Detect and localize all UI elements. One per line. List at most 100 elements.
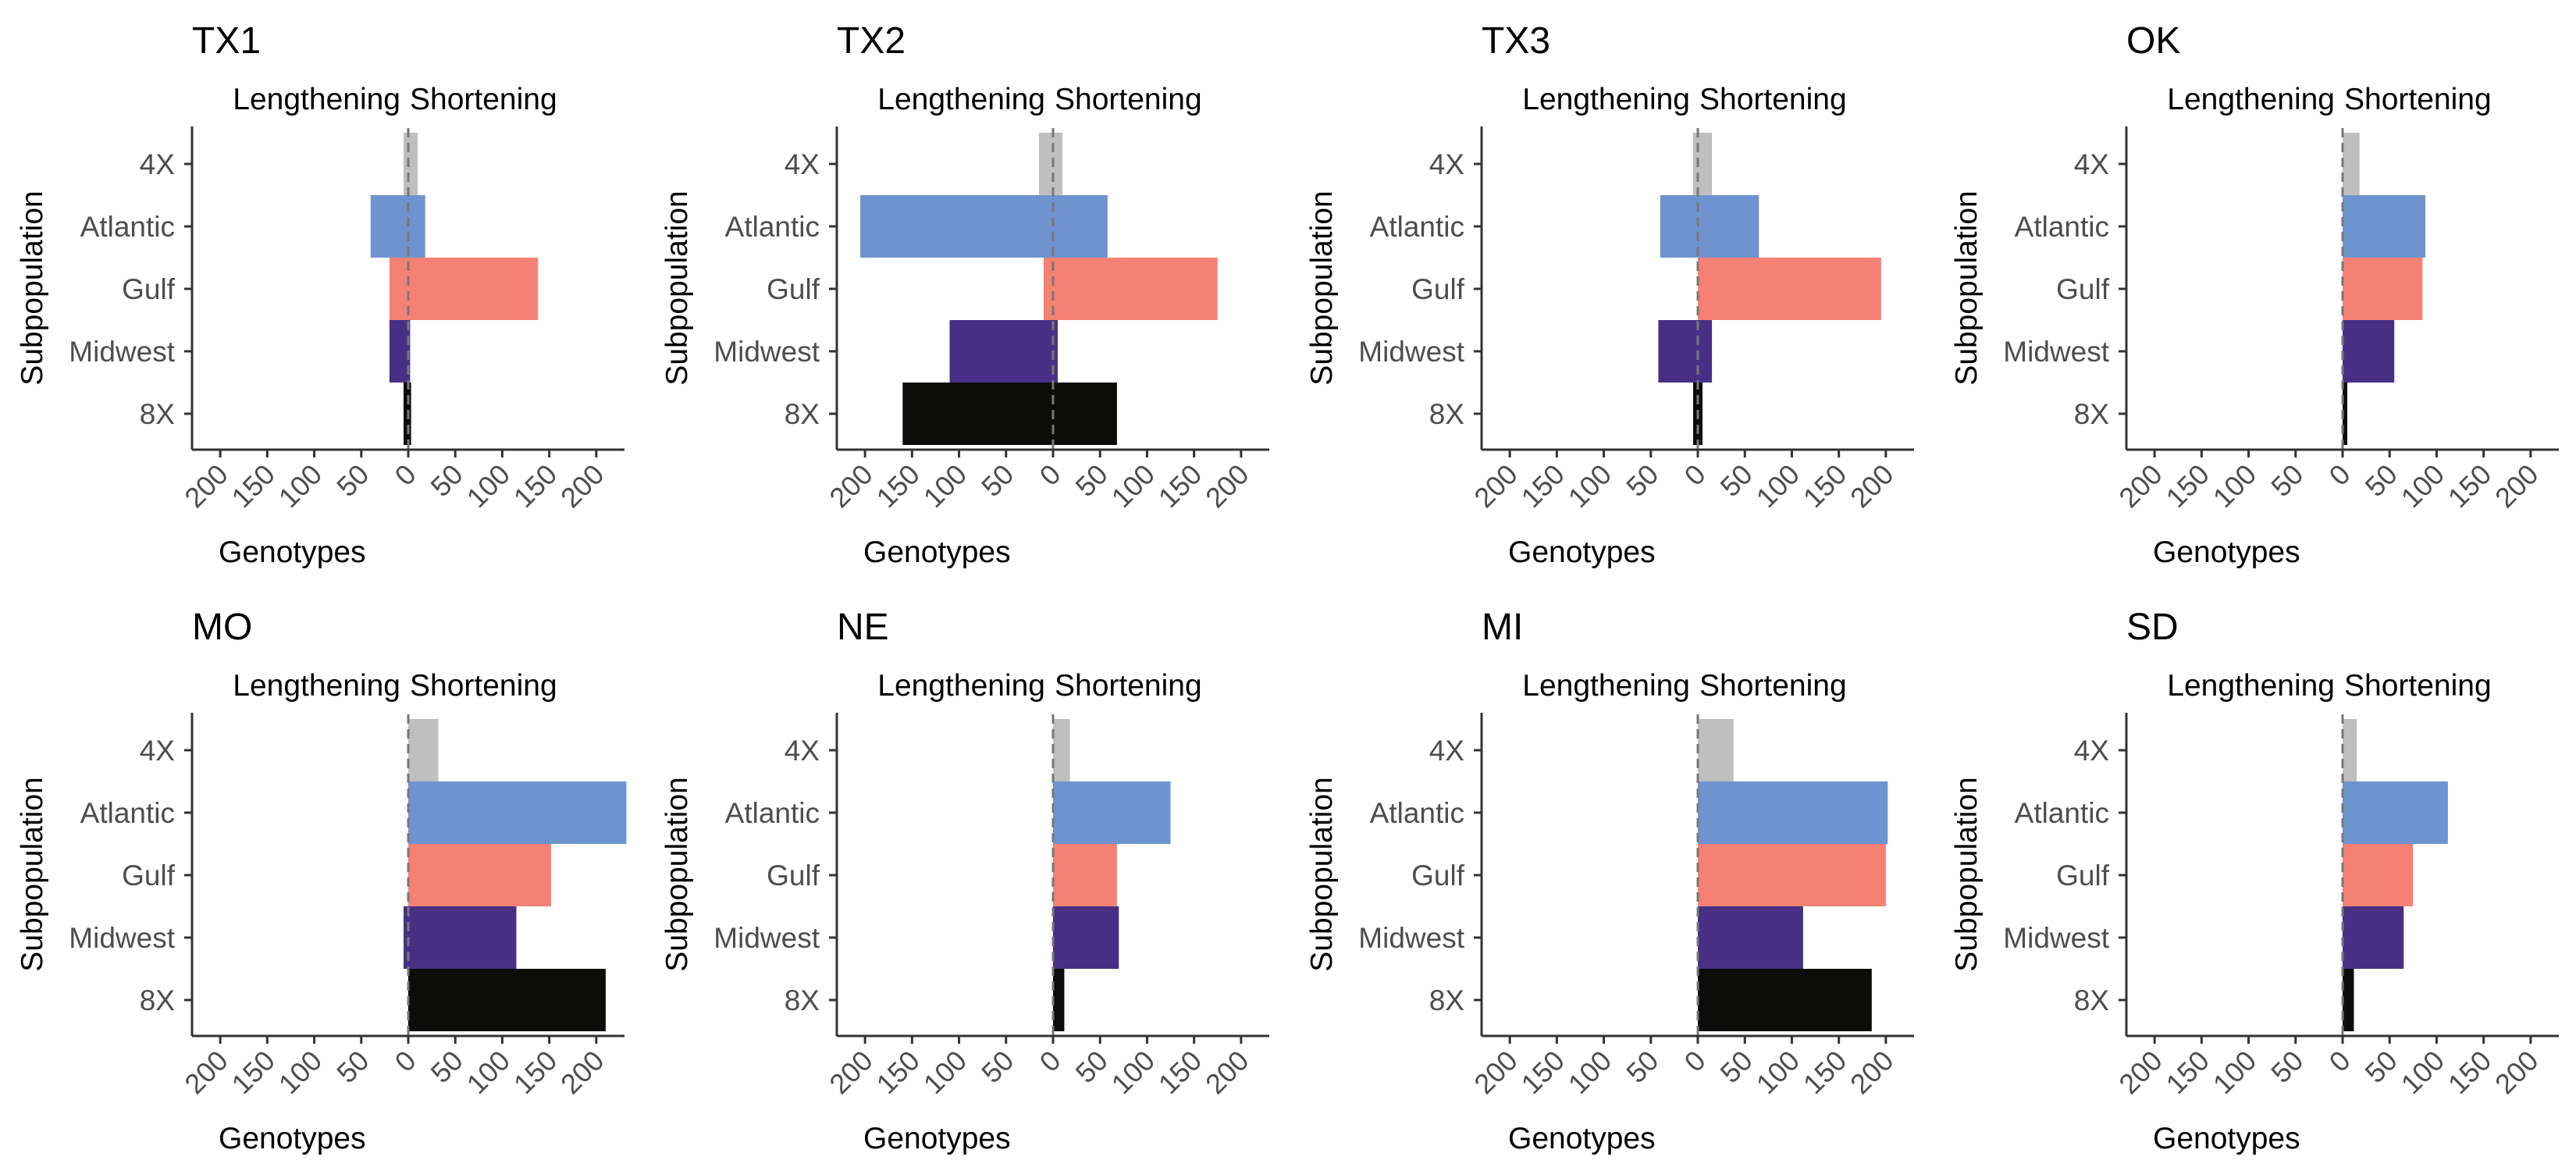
- y-axis-title: Subpopulation: [1950, 190, 1984, 385]
- panel-tx2: TX2 Lengthening Shortening Subpopulation 4X A…: [660, 20, 1269, 569]
- bar-shortening-midwest: [1698, 320, 1713, 383]
- x-tick-label: 100: [2395, 1045, 2450, 1100]
- panel-title: NE: [837, 607, 889, 648]
- x-tick-label: 0: [1034, 458, 1067, 492]
- x-axis-title: Genotypes: [1508, 1122, 1656, 1155]
- y-axis-title: Subpopulation: [16, 190, 49, 385]
- x-tick-label: 200: [2489, 1045, 2544, 1100]
- x-tick-label: 50: [2265, 1045, 2309, 1089]
- category-label: 4X: [2074, 148, 2109, 180]
- x-tick-label: 200: [178, 1045, 233, 1100]
- shortening-label: Shortening: [1055, 83, 1202, 116]
- bar-lengthening-8x: [902, 383, 1053, 445]
- x-tick-label: 100: [1562, 1045, 1617, 1100]
- shortening-label: Shortening: [2344, 83, 2492, 116]
- x-tick-label: 200: [1468, 1045, 1523, 1100]
- category-label: Midwest: [69, 336, 175, 368]
- bar-shortening-4x: [1053, 133, 1063, 195]
- bar-shortening-8x: [1698, 969, 1872, 1031]
- x-tick-label: 0: [389, 458, 422, 492]
- bar-lengthening-8x: [1692, 383, 1698, 445]
- category-label: Midwest: [713, 922, 820, 954]
- category-label: Atlantic: [2015, 211, 2109, 243]
- bar-lengthening-midwest: [389, 320, 408, 383]
- x-tick-label: 200: [2112, 458, 2168, 514]
- x-tick-label: 50: [1620, 458, 1664, 503]
- x-tick-label: 50: [425, 458, 469, 503]
- bar-shortening-gulf: [408, 258, 539, 320]
- x-tick-label: 150: [2442, 458, 2497, 514]
- panel-title: OK: [2126, 20, 2180, 62]
- x-tick-label: 0: [389, 1045, 422, 1078]
- category-label: Gulf: [1411, 273, 1465, 305]
- x-axis-title: Genotypes: [219, 1122, 366, 1155]
- category-label: Midwest: [69, 922, 175, 954]
- x-tick-label: 150: [226, 1045, 281, 1100]
- bar-shortening-4x: [1053, 719, 1070, 781]
- x-tick-label: 200: [1199, 458, 1254, 514]
- bar-shortening-atlantic: [1053, 195, 1108, 258]
- category-label: Atlantic: [1370, 797, 1464, 829]
- x-tick-label: 100: [2207, 458, 2262, 514]
- x-tick-label: 100: [1750, 458, 1806, 514]
- category-label: Gulf: [2056, 860, 2110, 892]
- x-tick-label: 0: [1678, 458, 1712, 492]
- lengthening-label: Lengthening: [233, 669, 400, 703]
- category-label: 8X: [1429, 984, 1464, 1016]
- category-label: Atlantic: [2015, 797, 2109, 829]
- category-label: Atlantic: [80, 211, 175, 243]
- lengthening-label: Lengthening: [2167, 83, 2335, 116]
- x-tick-label: 100: [272, 1045, 328, 1100]
- x-axis-title: Genotypes: [1508, 536, 1656, 569]
- x-tick-label: 150: [2160, 458, 2215, 514]
- bar-shortening-8x: [1053, 969, 1065, 1031]
- x-tick-label: 200: [1468, 458, 1523, 514]
- x-tick-label: 100: [917, 458, 973, 514]
- x-tick-label: 0: [1678, 1045, 1712, 1078]
- x-tick-label: 50: [2265, 458, 2309, 503]
- x-tick-label: 200: [823, 458, 878, 514]
- panel-title: TX1: [192, 20, 261, 62]
- x-tick-label: 150: [2442, 1045, 2497, 1100]
- bar-shortening-8x: [1698, 383, 1703, 445]
- x-tick-label: 50: [2359, 1045, 2403, 1089]
- x-tick-label: 100: [2207, 1045, 2262, 1100]
- y-axis-title: Subpopulation: [1305, 190, 1339, 385]
- bar-shortening-gulf: [2343, 844, 2414, 906]
- bar-shortening-4x: [408, 719, 439, 781]
- bar-lengthening-midwest: [1658, 320, 1698, 383]
- x-tick-label: 150: [226, 458, 281, 514]
- bar-shortening-atlantic: [1698, 781, 1888, 844]
- bar-shortening-midwest: [1053, 320, 1059, 383]
- shortening-label: Shortening: [410, 669, 557, 703]
- x-tick-label: 0: [1034, 1045, 1067, 1078]
- bar-lengthening-4x: [1692, 133, 1698, 195]
- y-axis-title: Subpopulation: [1305, 777, 1339, 971]
- panel-mo: MO Lengthening Shortening Subpopulation 4X At…: [16, 607, 627, 1155]
- bar-lengthening-4x: [1038, 133, 1053, 195]
- bar-lengthening-midwest: [403, 906, 408, 969]
- bar-shortening-4x: [1698, 719, 1734, 781]
- shortening-label: Shortening: [2344, 669, 2492, 703]
- shortening-label: Shortening: [1699, 669, 1847, 703]
- x-tick-label: 50: [1714, 1045, 1759, 1089]
- category-label: Gulf: [1411, 860, 1465, 892]
- x-tick-label: 200: [1844, 1045, 1899, 1100]
- bar-lengthening-atlantic: [860, 195, 1053, 258]
- x-tick-label: 150: [2160, 1045, 2215, 1100]
- panel-title: MI: [1482, 607, 1523, 648]
- x-tick-label: 50: [975, 458, 1019, 503]
- bar-shortening-4x: [408, 133, 418, 195]
- x-axis-title: Genotypes: [2153, 1122, 2300, 1155]
- x-axis-title: Genotypes: [2153, 536, 2300, 569]
- category-label: Midwest: [2003, 336, 2109, 368]
- panel-tx3: TX3 Lengthening Shortening Subpopulation 4X A…: [1305, 20, 1914, 569]
- x-tick-label: 50: [330, 1045, 375, 1089]
- panel-title: SD: [2126, 607, 2179, 648]
- x-tick-label: 150: [1152, 458, 1208, 514]
- x-tick-label: 150: [1797, 1045, 1852, 1100]
- panel-mi: MI Lengthening Shortening Subpopulation 4X At…: [1305, 607, 1914, 1155]
- x-tick-label: 150: [1797, 458, 1852, 514]
- bar-shortening-8x: [408, 383, 411, 445]
- bar-lengthening-atlantic: [1660, 195, 1698, 258]
